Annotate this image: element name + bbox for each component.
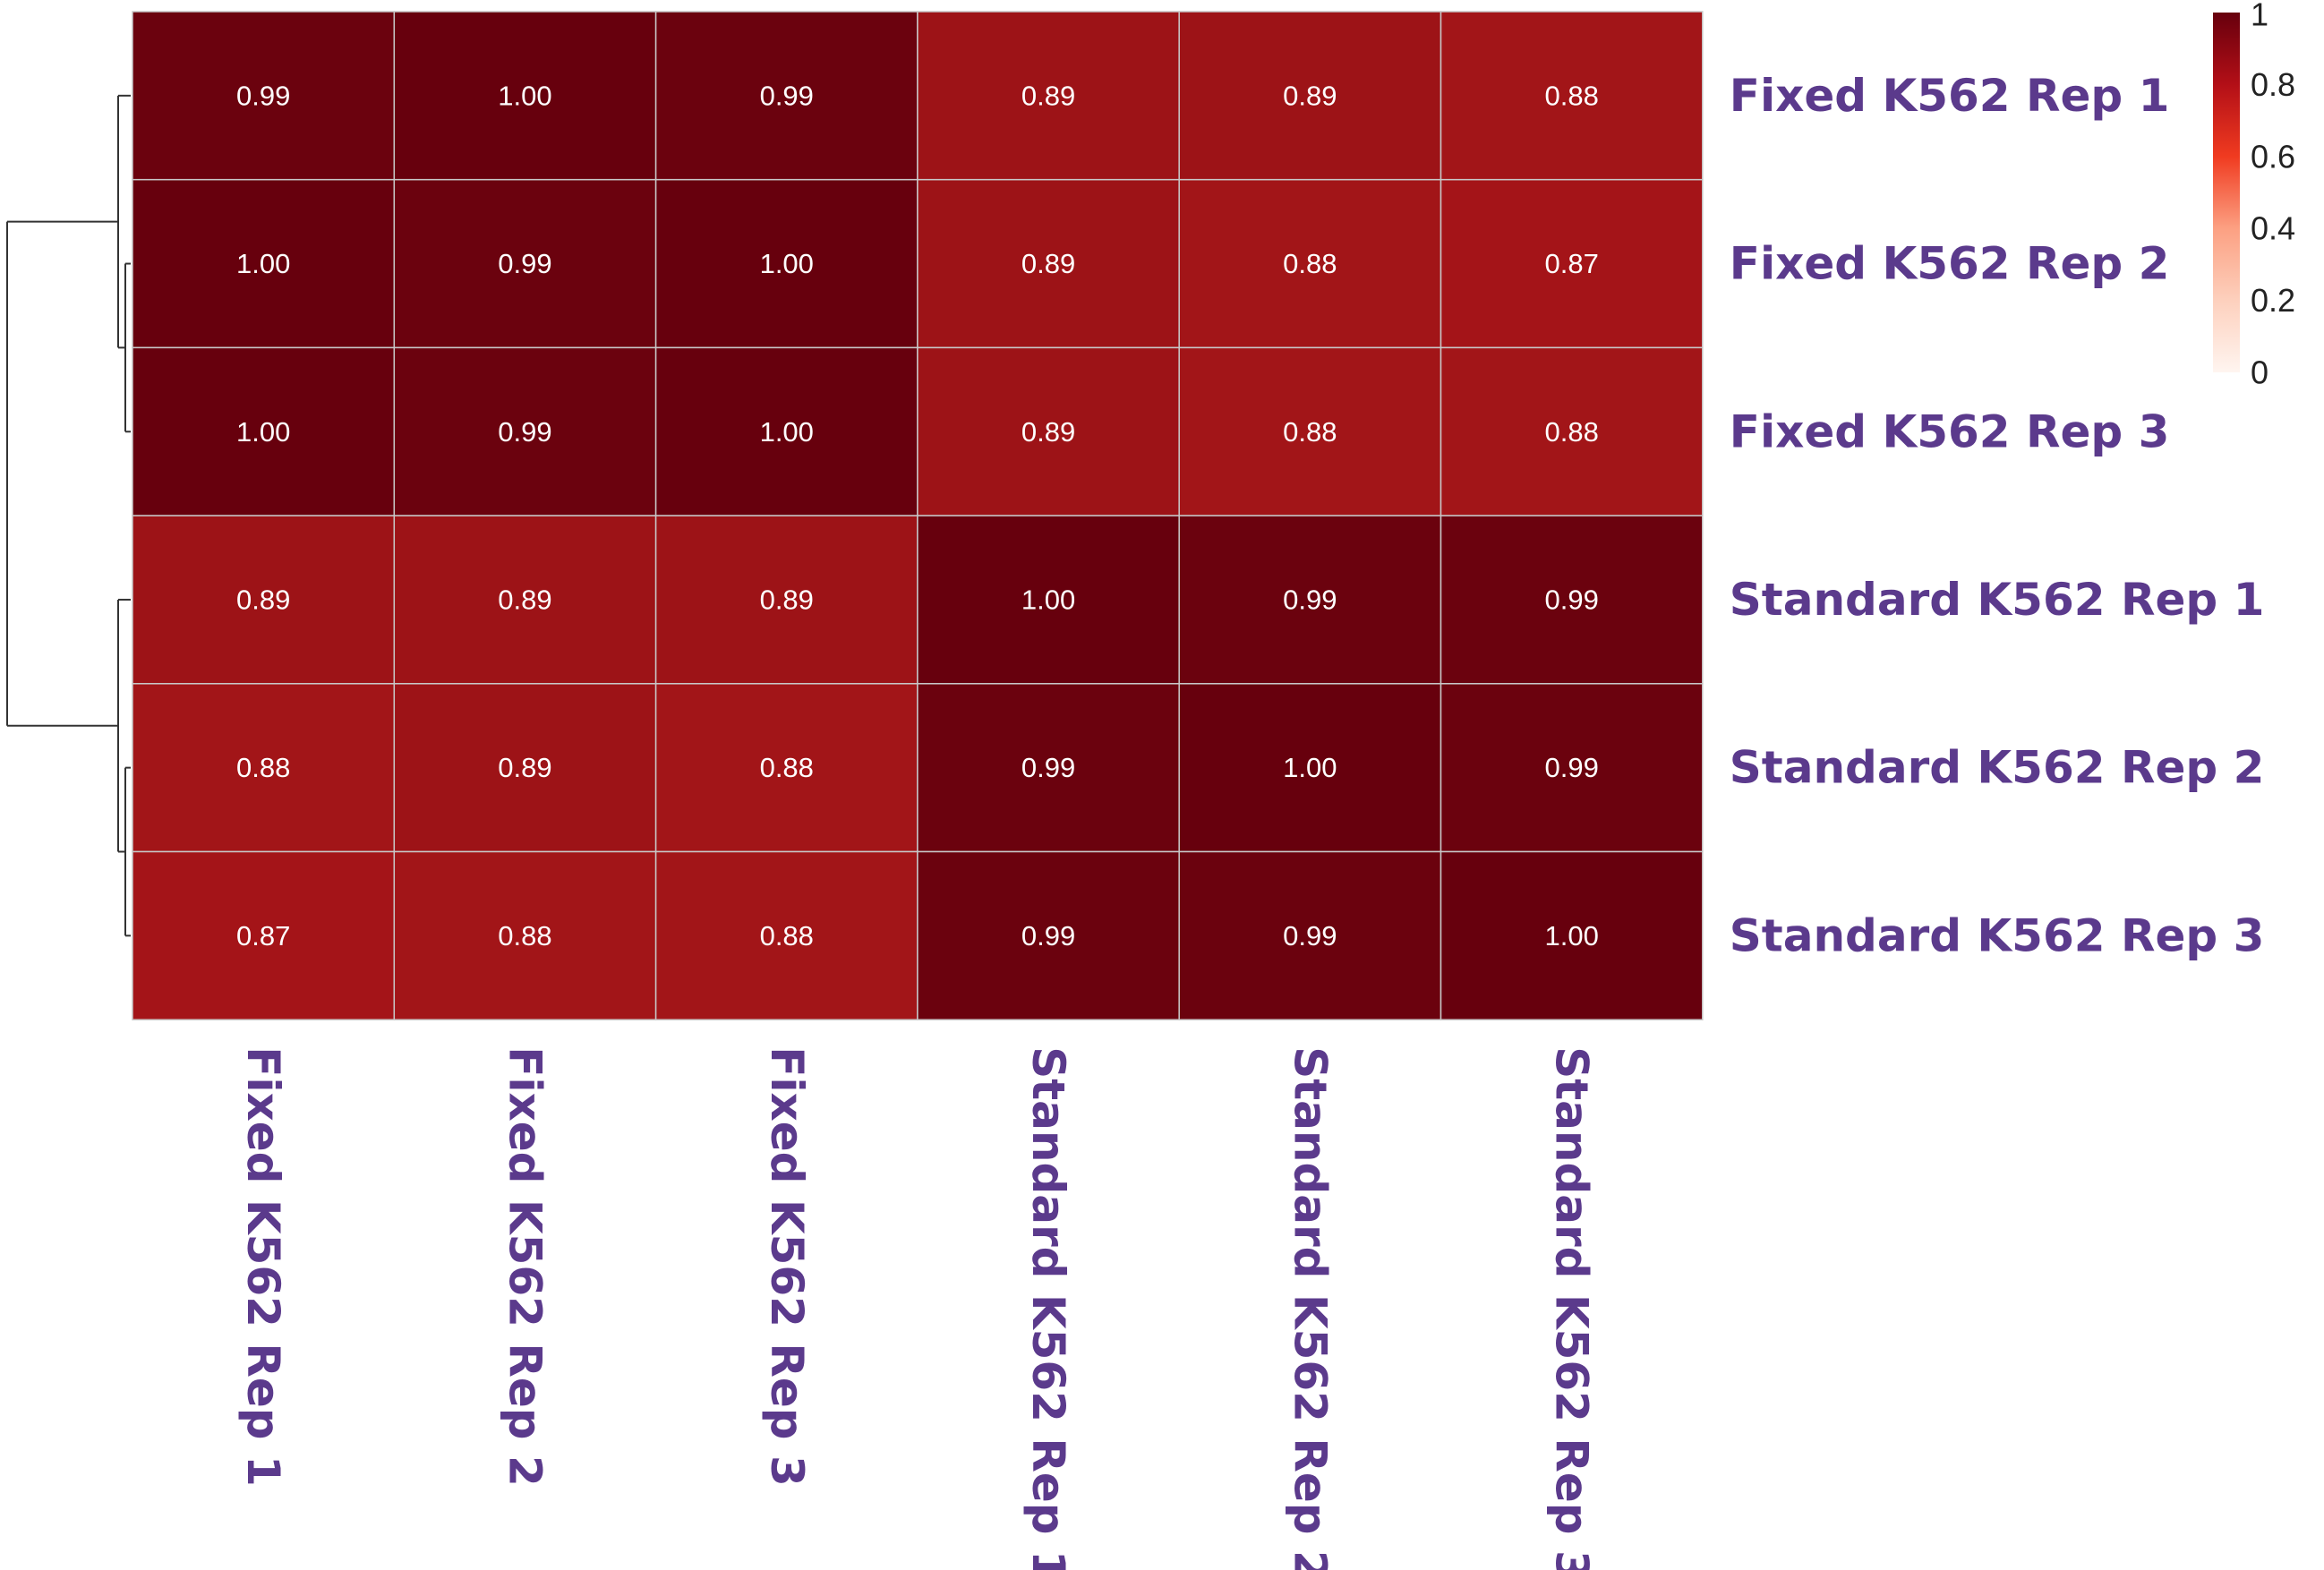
cell-value-label: 1.00	[760, 248, 814, 279]
heatmap-cell-r5-c3	[654, 683, 918, 853]
cell-value-label: 0.99	[236, 80, 290, 111]
cell-value-label: 0.99	[1021, 752, 1075, 783]
row-label-standard-k562-rep-2: Standard K562 Rep 2	[1730, 742, 2265, 794]
cell-value-label: 1.00	[1544, 920, 1598, 951]
cell-value-label: 0.88	[1544, 80, 1598, 111]
cell-value-label: 1.00	[236, 248, 290, 279]
cell-value-label: 0.87	[236, 920, 290, 951]
colorbar-tick-label: 1	[2251, 0, 2268, 33]
colorbar-tick-label: 0.4	[2251, 210, 2295, 247]
heatmap-cell-r6-c5	[1178, 850, 1442, 1020]
cell-value-label: 0.99	[1283, 920, 1337, 951]
row-label-fixed-k562-rep-1: Fixed K562 Rep 1	[1730, 70, 2170, 122]
cell-value-label: 1.00	[760, 416, 814, 448]
cell-value-label: 0.88	[1283, 416, 1337, 448]
row-dendrogram	[6, 94, 131, 937]
column-label-standard-k562-rep-2: Standard K562 Rep 2	[1284, 1046, 1336, 1570]
cell-value-label: 0.88	[1283, 248, 1337, 279]
cell-value-label: 1.00	[498, 80, 551, 111]
heatmap-cell-r1-c3	[654, 11, 918, 181]
cell-value-label: 0.88	[498, 920, 551, 951]
heatmap-cell-r5-c5	[1178, 683, 1442, 853]
heatmap-cell-r2-c2	[393, 178, 657, 349]
cell-value-label: 0.88	[760, 752, 814, 783]
row-labels: Fixed K562 Rep 1 Fixed K562 Rep 2 Fixed K5…	[1730, 70, 2265, 961]
cell-value-label: 0.99	[1544, 752, 1598, 783]
heatmap-cell-r5-c4	[917, 683, 1180, 853]
cell-value-label: 0.89	[1021, 416, 1075, 448]
heatmap-cell-r3-c5	[1178, 346, 1442, 516]
heatmap-cell-r6-c6	[1440, 850, 1704, 1020]
heatmap-cell-r3-c1	[132, 346, 396, 516]
cell-value-label: 1.00	[1021, 584, 1075, 615]
heatmap-cell-r2-c3	[654, 178, 918, 349]
cell-value-label: 0.99	[760, 80, 814, 111]
heatmap-cell-r4-c6	[1440, 515, 1704, 685]
heatmap-cell-r2-c1	[132, 178, 396, 349]
heatmap-cells: 0.99 1.00 0.99 0.89 0.89 0.88 1.00 0.99 1.00 0.89…	[132, 11, 1704, 1020]
heatmap-cell-r1-c4	[917, 11, 1180, 181]
heatmap-cell-r6-c3	[654, 850, 918, 1020]
cell-value-label: 1.00	[1283, 752, 1337, 783]
colorbar-legend: 0 0.2 0.4 0.6 0.8 1	[2213, 0, 2295, 391]
heatmap-cell-r2-c5	[1178, 178, 1442, 349]
heatmap-cell-r5-c2	[393, 683, 657, 853]
column-label-standard-k562-rep-3: Standard K562 Rep 3	[1546, 1046, 1598, 1570]
cell-value-label: 0.89	[1283, 80, 1337, 111]
cell-value-label: 0.89	[498, 752, 551, 783]
cell-value-label: 0.88	[760, 920, 814, 951]
cell-value-label: 0.88	[236, 752, 290, 783]
column-labels: Fixed K562 Rep 1 Fixed K562 Rep 2 Fixed K5…	[237, 1046, 1598, 1570]
cell-value-label: 0.99	[498, 416, 551, 448]
heatmap-cell-r2-c4	[917, 178, 1180, 349]
cell-value-label: 0.89	[1021, 80, 1075, 111]
heatmap-cell-r6-c2	[393, 850, 657, 1020]
heatmap-cell-r3-c6	[1440, 346, 1704, 516]
heatmap-cell-r5-c6	[1440, 683, 1704, 853]
heatmap-cell-r1-c5	[1178, 11, 1442, 181]
row-label-fixed-k562-rep-3: Fixed K562 Rep 3	[1730, 405, 2170, 457]
cell-value-label: 0.89	[498, 584, 551, 615]
column-label-standard-k562-rep-1: Standard K562 Rep 1	[1022, 1046, 1074, 1570]
cell-value-label: 0.89	[236, 584, 290, 615]
cell-value-label: 1.00	[236, 416, 290, 448]
heatmap-cell-r1-c1	[132, 11, 396, 181]
heatmap-cell-r4-c4	[917, 515, 1180, 685]
row-label-standard-k562-rep-3: Standard K562 Rep 3	[1730, 909, 2265, 961]
cell-value-label: 0.99	[1021, 920, 1075, 951]
colorbar-tick-label: 0	[2251, 354, 2268, 391]
cell-value-label: 0.87	[1544, 248, 1598, 279]
heatmap-cell-r4-c5	[1178, 515, 1442, 685]
colorbar-gradient	[2213, 13, 2240, 372]
cell-value-label: 0.99	[1544, 584, 1598, 615]
heatmap-cell-r4-c1	[132, 515, 396, 685]
column-label-fixed-k562-rep-3: Fixed K562 Rep 3	[761, 1046, 813, 1487]
colorbar-tick-label: 0.8	[2251, 66, 2295, 103]
heatmap-cell-r2-c6	[1440, 178, 1704, 349]
cell-value-label: 0.89	[760, 584, 814, 615]
heatmap-cell-r4-c3	[654, 515, 918, 685]
cell-value-label: 0.99	[1283, 584, 1337, 615]
heatmap-cell-r4-c2	[393, 515, 657, 685]
cell-value-label: 0.88	[1544, 416, 1598, 448]
column-label-fixed-k562-rep-1: Fixed K562 Rep 1	[237, 1046, 289, 1487]
cell-value-label: 0.89	[1021, 248, 1075, 279]
cell-value-label: 0.99	[498, 248, 551, 279]
heatmap-cell-r3-c2	[393, 346, 657, 516]
colorbar-tick-label: 0.6	[2251, 138, 2295, 175]
row-label-standard-k562-rep-1: Standard K562 Rep 1	[1730, 574, 2265, 626]
row-label-fixed-k562-rep-2: Fixed K562 Rep 2	[1730, 238, 2170, 290]
column-label-fixed-k562-rep-2: Fixed K562 Rep 2	[499, 1046, 551, 1487]
colorbar-tick-label: 0.2	[2251, 282, 2295, 319]
heatmap-cell-r1-c6	[1440, 11, 1704, 181]
heatmap-cell-r3-c3	[654, 346, 918, 516]
